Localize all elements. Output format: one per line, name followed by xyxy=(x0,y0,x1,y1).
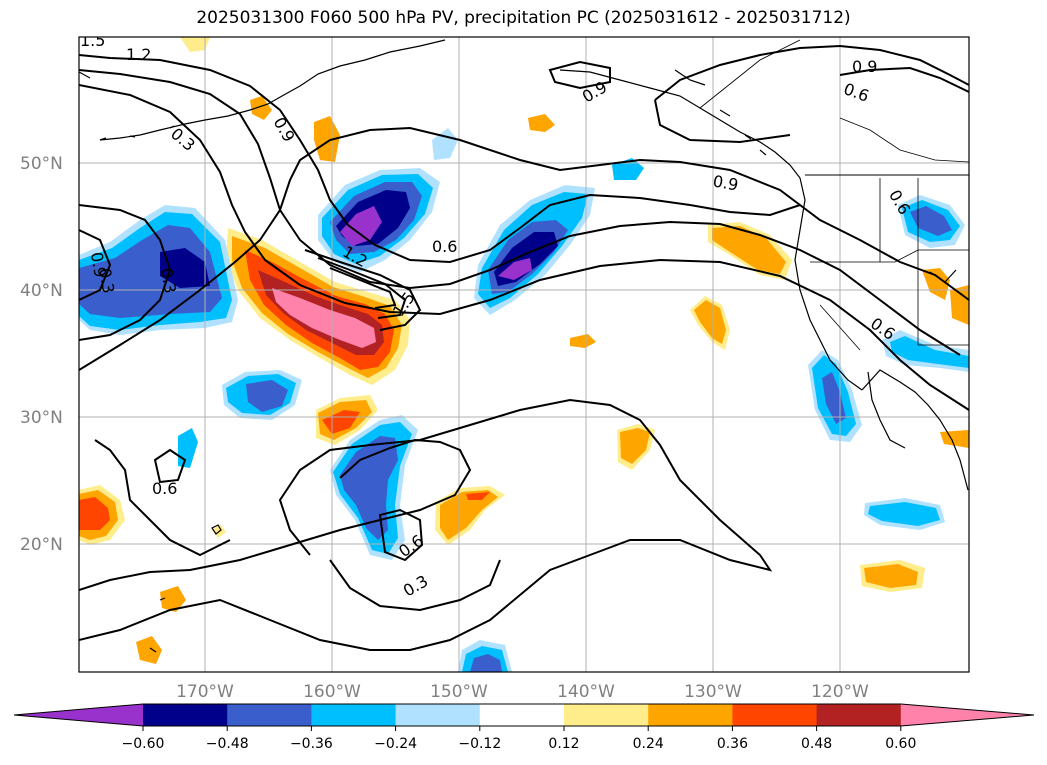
colorbar-tick-label-5: 0.12 xyxy=(548,736,579,752)
positive-anomaly-central xyxy=(226,228,410,385)
colorbar-tick-label-4: −0.12 xyxy=(458,736,501,752)
colorbar-segment-9 xyxy=(816,704,902,726)
negative-anomaly-east-coast xyxy=(882,330,969,372)
contour-label-15: 0.6 xyxy=(152,479,177,498)
negative-anomaly-bottom xyxy=(458,640,512,672)
colorbar-segment-3 xyxy=(311,704,397,726)
map-background xyxy=(79,37,969,672)
negative-anomaly-north-east xyxy=(898,195,965,248)
lon-label-160w: 160°W xyxy=(303,682,361,702)
contour-label-9: 0.9 xyxy=(852,57,877,76)
lat-label-30n: 30°N xyxy=(20,408,63,428)
map-content: 1.5 1.2 0.9 0.6 0.3 0.9 0.6 0.9 0.9 0.6 … xyxy=(79,31,969,672)
colorbar-tick-label-7: 0.36 xyxy=(717,736,748,752)
negative-anomaly-north xyxy=(318,168,440,272)
colorbar-tick-label-6: 0.24 xyxy=(633,736,664,752)
lon-label-140w: 140°W xyxy=(557,682,615,702)
colorbar-segment-8 xyxy=(732,704,818,726)
colorbar-segment-6 xyxy=(564,704,649,726)
contour-label-7: 0.6 xyxy=(432,237,457,256)
negative-anomaly-west xyxy=(79,205,238,335)
colorbar-tick-label-8: 0.48 xyxy=(801,736,832,752)
negative-anomaly-small-d xyxy=(432,128,458,160)
lon-label-120w: 120°W xyxy=(811,682,869,702)
colorbar-tick-label-9: 0.60 xyxy=(885,736,916,752)
contour-label-8: 0.9 xyxy=(711,171,739,194)
colorbar-extend-min xyxy=(14,704,143,726)
lat-label-40n: 40°N xyxy=(20,281,63,301)
contour-label-2: 1.2 xyxy=(126,45,151,64)
colorbar-segment-4 xyxy=(395,704,481,726)
graticule xyxy=(79,37,969,672)
lat-label-20n: 20°N xyxy=(20,535,63,555)
lon-label-130w: 130°W xyxy=(684,682,742,702)
colorbar: −0.60 −0.48 −0.36 −0.24 −0.12 0.12 0.24 0.36 0.4… xyxy=(13,703,1035,752)
contour-label-18: 0.9 xyxy=(87,251,110,279)
lon-label-150w: 150°W xyxy=(430,682,488,702)
colorbar-tick-label-0: −0.60 xyxy=(122,736,165,752)
pv-contours xyxy=(79,44,969,651)
latitude-labels: 50°N 40°N 30°N 20°N xyxy=(20,154,63,555)
colorbar-tick-label-2: −0.36 xyxy=(290,736,333,752)
colorbar-tick-label-1: −0.48 xyxy=(206,736,249,752)
colorbar-segment-5 xyxy=(479,704,565,726)
longitude-labels: 170°W 160°W 150°W 140°W 130°W 120°W xyxy=(176,682,869,702)
contour-label-1: 1.5 xyxy=(80,31,105,50)
chart-title: 2025031300 F060 500 hPa PV, precipitatio… xyxy=(196,8,851,28)
lon-label-170w: 170°W xyxy=(176,682,234,702)
colorbar-segment-1 xyxy=(143,704,228,726)
colorbar-segment-2 xyxy=(227,704,312,726)
contour-label-14: 0.3 xyxy=(157,267,180,295)
negative-anomaly-south-east xyxy=(864,498,945,530)
colorbar-segment-7 xyxy=(648,704,733,726)
map-frame xyxy=(78,36,970,673)
colorbar-tick-label-3: −0.24 xyxy=(374,736,417,752)
contour-label-19: 0.3 xyxy=(95,266,118,294)
negative-anomaly-coast-baja xyxy=(808,350,862,442)
colorbar-extend-max xyxy=(900,704,1034,726)
lat-label-50n: 50°N xyxy=(20,154,63,174)
